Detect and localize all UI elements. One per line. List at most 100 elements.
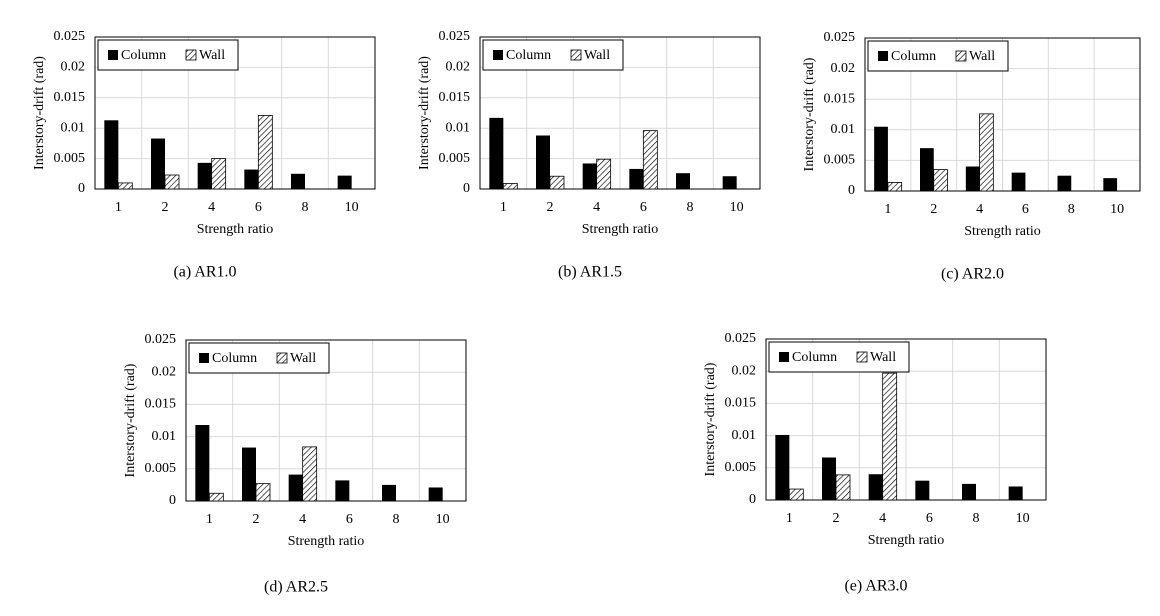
- caption: (b) AR1.5: [558, 264, 622, 281]
- caption: (a) AR1.0: [173, 264, 236, 281]
- x-axis-label: Strength ratio: [582, 222, 659, 237]
- legend-label: Wall: [584, 48, 610, 63]
- bar: [302, 446, 318, 502]
- x-axis-label: Strength ratio: [964, 224, 1041, 239]
- bar: [775, 434, 790, 500]
- chart: 0 0.005 0.01 0.015 0.02 0.025 1 2 4 6 8 10 Column Wal…: [802, 30, 1141, 283]
- y-tick-label: 0.02: [732, 363, 757, 378]
- y-tick-label: 0: [463, 181, 470, 196]
- y-tick-label: 0.005: [145, 461, 177, 476]
- bar: [104, 120, 119, 189]
- caption: (c) AR2.0: [941, 266, 1004, 283]
- x-tick-label: 4: [879, 511, 886, 526]
- x-tick-label: 1: [884, 202, 891, 217]
- x-tick-label: 10: [436, 512, 450, 527]
- y-tick-label: 0.02: [831, 61, 856, 76]
- bar: [1057, 175, 1072, 191]
- bar: [428, 487, 443, 501]
- y-tick-label: 0.02: [446, 60, 471, 75]
- x-tick-label: 4: [299, 512, 306, 527]
- bar: [868, 474, 883, 500]
- bar: [291, 173, 305, 189]
- y-tick-label: 0.01: [446, 120, 471, 135]
- x-tick-label: 4: [593, 200, 600, 215]
- bar: [549, 175, 565, 190]
- bar: [882, 372, 898, 501]
- legend-swatch: [185, 49, 197, 61]
- bar: [197, 162, 212, 189]
- y-tick-label: 0.015: [145, 397, 177, 412]
- x-tick-label: 2: [253, 512, 260, 527]
- x-tick-label: 8: [973, 511, 980, 526]
- legend-label: Column: [212, 351, 257, 366]
- bar: [629, 168, 644, 189]
- y-axis-label: Interstory-drift (rad): [123, 363, 138, 477]
- x-tick-label: 10: [1016, 511, 1030, 526]
- x-tick-label: 4: [208, 200, 215, 215]
- legend-label: Wall: [969, 49, 995, 64]
- plot-border: [864, 37, 1141, 192]
- x-tick-label: 6: [926, 511, 933, 526]
- x-tick-label: 10: [1110, 202, 1124, 217]
- x-tick-label: 8: [687, 200, 694, 215]
- bar: [582, 163, 597, 189]
- legend-label: Column: [792, 350, 837, 365]
- y-tick-label: 0.005: [439, 151, 471, 166]
- bar: [596, 158, 612, 190]
- plot-border: [479, 36, 761, 190]
- x-axis-label: Strength ratio: [197, 222, 274, 237]
- y-tick-label: 0.01: [732, 428, 757, 443]
- caption: (d) AR2.5: [264, 579, 328, 596]
- x-tick-label: 6: [640, 200, 647, 215]
- plot-border: [94, 36, 376, 190]
- bar: [257, 115, 273, 190]
- x-tick-label: 2: [162, 200, 169, 215]
- legend-swatch: [955, 50, 967, 62]
- chart: 0 0.005 0.01 0.015 0.02 0.025 1 2 4 6 8 10 Column Wal…: [703, 331, 1047, 595]
- y-tick-label: 0.005: [824, 153, 856, 168]
- chart: 0 0.005 0.01 0.015 0.02 0.025 1 2 4 6 8 10 Column Wal…: [123, 332, 467, 596]
- bar: [195, 425, 210, 501]
- y-tick-label: 0.01: [152, 429, 177, 444]
- y-tick-label: 0.025: [824, 30, 856, 45]
- legend-swatch: [493, 50, 503, 60]
- legend-swatch: [276, 352, 288, 364]
- bar: [822, 457, 836, 500]
- bar: [164, 174, 180, 190]
- bar: [337, 175, 352, 189]
- x-tick-label: 1: [206, 512, 213, 527]
- bar: [642, 130, 658, 190]
- y-tick-label: 0.015: [439, 90, 471, 105]
- bar: [835, 474, 851, 501]
- x-tick-label: 8: [1068, 202, 1075, 217]
- x-tick-label: 1: [786, 511, 793, 526]
- y-tick-label: 0.025: [725, 331, 757, 346]
- bar: [1011, 172, 1026, 191]
- x-axis-label: Strength ratio: [288, 534, 365, 549]
- bar: [788, 488, 804, 501]
- y-tick-label: 0.005: [725, 460, 757, 475]
- bar: [920, 148, 934, 191]
- y-tick-label: 0: [749, 492, 756, 507]
- plot-border: [185, 339, 467, 502]
- x-axis-label: Strength ratio: [868, 533, 945, 548]
- bar: [915, 480, 930, 500]
- y-tick-label: 0.025: [439, 29, 471, 44]
- bar: [1103, 178, 1118, 191]
- y-tick-label: 0.01: [831, 122, 856, 137]
- legend-swatch: [199, 353, 209, 363]
- x-tick-label: 4: [976, 202, 983, 217]
- bar: [676, 173, 690, 189]
- bar: [255, 483, 271, 502]
- chart: 0 0.005 0.01 0.015 0.02 0.025 1 2 4 6 8 10 Column Wal…: [32, 29, 376, 281]
- legend-label: Wall: [870, 350, 896, 365]
- bar: [117, 182, 133, 190]
- legend-swatch: [878, 51, 888, 61]
- bar: [244, 169, 259, 189]
- legend-label: Column: [506, 48, 551, 63]
- legend-swatch: [856, 351, 868, 363]
- bar: [1008, 486, 1023, 500]
- y-axis-label: Interstory-drift (rad): [703, 362, 718, 476]
- y-tick-label: 0.01: [61, 120, 86, 135]
